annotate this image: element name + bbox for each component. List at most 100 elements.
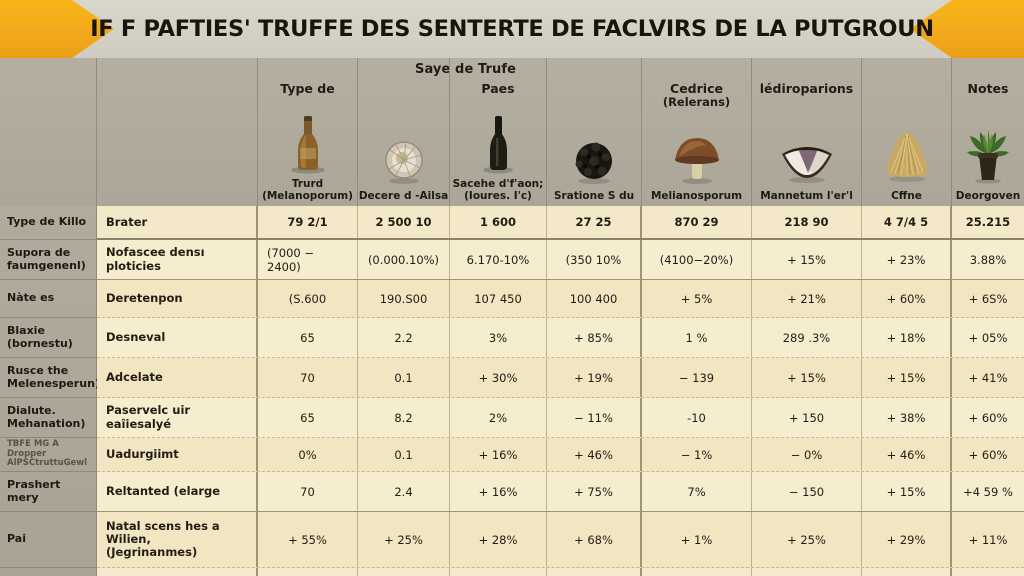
header-title-8: Notes xyxy=(967,81,1009,96)
header-cell-5[interactable]: Cedrice (Relerans) xyxy=(642,58,752,207)
sidebar-item-rusce-the[interactable]: Rusce the Melenesperun) xyxy=(0,358,100,399)
cell-value: + 6S% xyxy=(968,291,1008,306)
table-row[interactable]: Reltanted (elarge 70 2.4 + 16% + 75% 7% … xyxy=(97,472,1024,513)
header-icon-slot-3 xyxy=(468,112,528,178)
cell-value: 11. 00 10 xyxy=(752,568,862,576)
sidebar-item-nate-es[interactable]: Nàte es xyxy=(0,280,96,319)
cell-value: 6.170-10% xyxy=(450,240,547,280)
cell-value: (0.000.10%) xyxy=(358,240,450,280)
header-cell-1[interactable]: Type de Tr xyxy=(258,58,358,207)
header-cell-2[interactable]: Decere d -Ailsa xyxy=(358,58,450,207)
table-row[interactable]: Paservelc uir eaîiesalyé 65 8.2 2% − 11%… xyxy=(97,398,1024,439)
cell-value: − 139 xyxy=(642,358,752,398)
cell-value: 70 xyxy=(258,472,358,512)
sidebar-item-pai[interactable]: Pai xyxy=(0,512,96,569)
header-title-6: lédiroparions xyxy=(759,81,854,96)
split-shell-icon xyxy=(777,124,837,186)
cell-value: (4100−20%) xyxy=(642,240,752,280)
header-cell-7[interactable]: Cffne xyxy=(862,58,952,207)
header-icon-slot-6 xyxy=(777,112,837,190)
cell-value: 5 80 10 xyxy=(450,568,547,576)
cell-value: 107 450 xyxy=(450,280,547,318)
potted-plant-icon xyxy=(958,124,1018,186)
cell-value: + 85% xyxy=(547,318,642,358)
header-icon-slot-8 xyxy=(958,112,1018,190)
table-grid: Brater 79 2/1 2 500 10 1 600 27 25 870 2… xyxy=(97,206,1024,576)
cell-value: + 25% xyxy=(358,512,450,568)
cell-value: (350 10% xyxy=(547,240,642,280)
header-cell-0[interactable] xyxy=(97,58,258,207)
table-row[interactable]: Nofascee densı ploticies (7000 − 2400) (… xyxy=(97,240,1024,281)
header-cell-8[interactable]: Notes xyxy=(952,58,1024,206)
cell-value: (7000 − 2400) xyxy=(258,240,358,280)
cell-value: -10 xyxy=(642,398,752,438)
black-truffle-icon xyxy=(564,124,624,186)
sidebar-item-dialute[interactable]: Dialute. Mehanation) xyxy=(0,398,96,439)
data-table: Saye de Trufe Type de xyxy=(0,58,1024,576)
table-body: Type de Killo Supora de faumgenenl) Nàte… xyxy=(0,206,1024,576)
cell-value: 3.88% xyxy=(969,252,1007,267)
cell-value: + 21% xyxy=(752,280,862,318)
header-cell-4[interactable]: Sratione S du xyxy=(547,58,642,207)
cell-value: + 60% xyxy=(968,410,1008,425)
cell-value: + 46% xyxy=(547,438,642,472)
brown-bottle-icon xyxy=(278,112,338,174)
mushroom-icon xyxy=(667,124,727,186)
cell-value: + 19% xyxy=(547,358,642,398)
header-columns: Saye de Trufe Type de xyxy=(97,58,1024,207)
header-icon-label-8: Deorgoven xyxy=(955,190,1021,203)
cell-value: 65 xyxy=(258,318,358,358)
table-row[interactable]: Uadurgiimt 0% 0.1 + 16% + 46% − 1% − 0% … xyxy=(97,438,1024,473)
header-title-3: Paes xyxy=(481,81,515,96)
cell-value: 2.2 xyxy=(358,318,450,358)
cell-value: + 25% xyxy=(752,512,862,568)
table-row[interactable]: Desneval 65 2.2 3% + 85% 1 % 289 .3% + 1… xyxy=(97,318,1024,359)
cell-label: Natal scens hes a Wilien, (Jegrinanmes) xyxy=(97,512,258,568)
cell-value: 320.00 xyxy=(952,568,1024,576)
cell-value: + 29% xyxy=(862,512,952,568)
cell-label: Nofascee densı ploticies xyxy=(97,240,258,280)
cell-value: + 75% xyxy=(547,472,642,512)
cell-value: (S.600 xyxy=(258,280,358,318)
cell-value: + 11% xyxy=(968,532,1008,547)
sidebar-item-type-de-killo[interactable]: Type de Killo xyxy=(0,206,96,241)
cell-value: 8.2 xyxy=(358,398,450,438)
title-banner: IF F PAFTIES' TRUFFE DES SENTERTE DE FAC… xyxy=(0,0,1024,58)
cell-value: 1 % xyxy=(642,318,752,358)
header-icon-slot-7 xyxy=(877,112,937,190)
cell-value: + 41% xyxy=(968,370,1008,385)
cell-value: + 15% xyxy=(862,358,952,398)
cell-value: + 16% xyxy=(450,472,547,512)
header-subtitle-5: (Relerans) xyxy=(662,95,731,110)
cell-value: + 38% xyxy=(862,398,952,438)
sidebar-item-poudes[interactable]: Poudes Plóridiemo xyxy=(0,568,96,576)
sidebar-item-prashert-mery[interactable]: Prashert mery xyxy=(0,472,96,513)
table-row[interactable]: Brater 79 2/1 2 500 10 1 600 27 25 870 2… xyxy=(97,206,1024,241)
header-cell-3[interactable]: Paes Sacehe d'f'aon; (Ioures. I'c) xyxy=(450,58,547,207)
header-cell-6[interactable]: lédiroparions xyxy=(752,58,862,207)
header-icon-label-4: Sratione S du xyxy=(553,190,635,203)
sidebar-item-blaxie[interactable]: Blaxie (bornestu) xyxy=(0,318,96,359)
sidebar-item-dropper-note[interactable]: TBFE MG A Dropper AlPSCtruttuGewl xyxy=(0,438,96,473)
table-row[interactable]: Natal scens hes a Wilien, (Jegrinanmes) … xyxy=(97,512,1024,569)
cell-value: 0.1 xyxy=(358,438,450,472)
dark-bottle-icon xyxy=(468,112,528,174)
cell-value: + 1% xyxy=(642,512,752,568)
cell-label: Uadurgiimt xyxy=(97,438,258,472)
cell-value: − 150 xyxy=(752,472,862,512)
sidebar-item-supora-de[interactable]: Supora de faumgenenl) xyxy=(0,240,96,281)
table-row[interactable]: Deretenpon (S.600 190.S00 107 450 100 40… xyxy=(97,280,1024,319)
cell-label: Paservelc uir eaîiesalyé xyxy=(97,398,258,438)
header-icon-label-1: Trurd (Melanoporum) xyxy=(262,178,353,203)
table-row[interactable]: Adcelate 70 0.1 + 30% + 19% − 139 + 15% … xyxy=(97,358,1024,399)
cell-value: + 18% xyxy=(862,318,952,358)
cell-value: 218 90 xyxy=(752,206,862,239)
cell-value: + 60% xyxy=(968,447,1008,462)
cell-value: + 150 xyxy=(752,398,862,438)
cell-value: 190.S00 xyxy=(358,280,450,318)
cell-value: + 46% xyxy=(862,438,952,472)
table-row-total[interactable]: Unrirquo de denplement 540.10 1751 10 5 … xyxy=(97,568,1024,576)
cell-value: + 16% xyxy=(450,438,547,472)
cell-value: + 60% xyxy=(862,280,952,318)
header-title-text-5: Cedrice xyxy=(670,81,723,96)
